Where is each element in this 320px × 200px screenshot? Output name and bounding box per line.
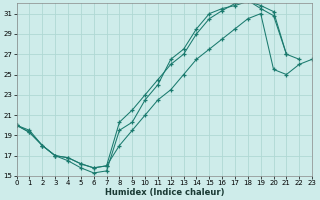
X-axis label: Humidex (Indice chaleur): Humidex (Indice chaleur) [105,188,224,197]
